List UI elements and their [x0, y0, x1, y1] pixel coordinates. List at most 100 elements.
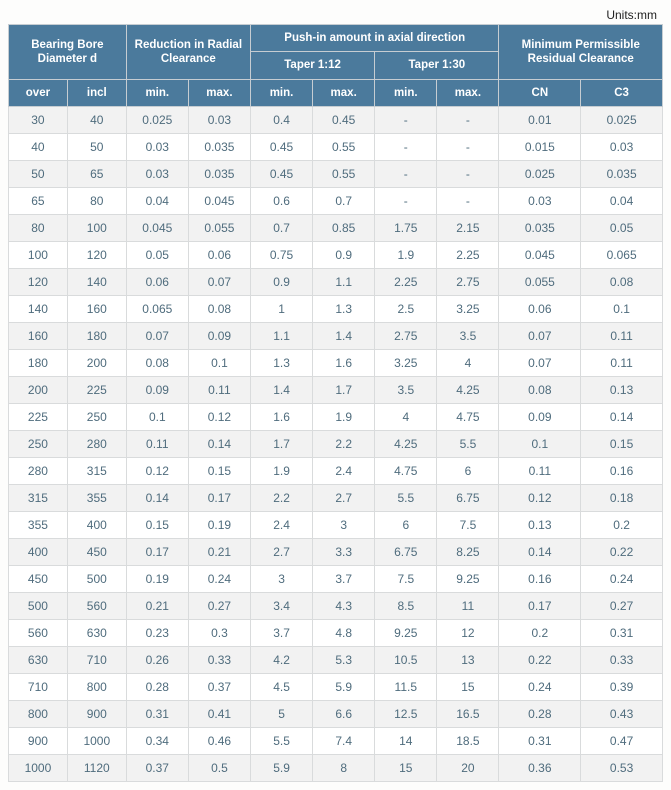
cell-c3: 0.33: [581, 647, 663, 674]
cell-c3: 0.22: [581, 539, 663, 566]
cell-t30_max: -: [437, 161, 499, 188]
cell-cn: 0.22: [499, 647, 581, 674]
table-row: 100011200.370.55.9815200.360.53: [9, 755, 663, 782]
cell-over: 120: [9, 269, 68, 296]
cell-t12_min: 4.2: [250, 647, 312, 674]
cell-red_max: 0.11: [188, 377, 250, 404]
cell-c3: 0.11: [581, 350, 663, 377]
cell-c3: 0.065: [581, 242, 663, 269]
clearance-table: Bearing Bore Diameter d Reduction in Rad…: [8, 24, 663, 782]
cell-incl: 355: [67, 485, 126, 512]
cell-c3: 0.31: [581, 620, 663, 647]
cell-t30_max: 16.5: [437, 701, 499, 728]
cell-t12_max: 1.3: [313, 296, 375, 323]
cell-red_min: 0.26: [126, 647, 188, 674]
cell-t30_max: 15: [437, 674, 499, 701]
cell-c3: 0.1: [581, 296, 663, 323]
cell-t12_max: 6.6: [313, 701, 375, 728]
cell-incl: 400: [67, 512, 126, 539]
cell-red_min: 0.08: [126, 350, 188, 377]
cell-red_min: 0.21: [126, 593, 188, 620]
cell-incl: 1120: [67, 755, 126, 782]
table-row: 30400.0250.030.40.45--0.010.025: [9, 107, 663, 134]
cell-over: 800: [9, 701, 68, 728]
cell-incl: 225: [67, 377, 126, 404]
cell-t12_max: 0.55: [313, 161, 375, 188]
cell-t30_max: 2.25: [437, 242, 499, 269]
cell-t12_min: 5: [250, 701, 312, 728]
cell-t12_max: 2.4: [313, 458, 375, 485]
table-row: 1802000.080.11.31.63.2540.070.11: [9, 350, 663, 377]
table-row: 1601800.070.091.11.42.753.50.070.11: [9, 323, 663, 350]
cell-t30_min: 4.75: [375, 458, 437, 485]
cell-t12_min: 1: [250, 296, 312, 323]
cell-t12_min: 0.6: [250, 188, 312, 215]
cell-c3: 0.03: [581, 134, 663, 161]
cell-red_min: 0.19: [126, 566, 188, 593]
cell-cn: 0.035: [499, 215, 581, 242]
cell-t12_min: 4.5: [250, 674, 312, 701]
cell-incl: 250: [67, 404, 126, 431]
cell-red_max: 0.24: [188, 566, 250, 593]
table-row: 4505000.190.2433.77.59.250.160.24: [9, 566, 663, 593]
cell-over: 560: [9, 620, 68, 647]
cell-c3: 0.11: [581, 323, 663, 350]
cell-red_min: 0.03: [126, 134, 188, 161]
cell-t30_min: 9.25: [375, 620, 437, 647]
cell-red_max: 0.03: [188, 107, 250, 134]
cell-over: 30: [9, 107, 68, 134]
table-row: 801000.0450.0550.70.851.752.150.0350.05: [9, 215, 663, 242]
header-taper30-text: Taper 1:30: [409, 59, 466, 71]
cell-c3: 0.035: [581, 161, 663, 188]
cell-incl: 800: [67, 674, 126, 701]
header-taper30: Taper 1:30: [375, 52, 499, 79]
cell-over: 100: [9, 242, 68, 269]
cell-t30_max: 13: [437, 647, 499, 674]
cell-t12_max: 1.1: [313, 269, 375, 296]
cell-t30_min: 1.9: [375, 242, 437, 269]
cell-cn: 0.28: [499, 701, 581, 728]
header-minperm: Minimum Permissible Residual Clearance: [499, 25, 663, 80]
cell-over: 1000: [9, 755, 68, 782]
cell-t30_min: 1.75: [375, 215, 437, 242]
cell-incl: 500: [67, 566, 126, 593]
table-row: 2002250.090.111.41.73.54.250.080.13: [9, 377, 663, 404]
cell-red_max: 0.41: [188, 701, 250, 728]
cell-over: 225: [9, 404, 68, 431]
header-reduction: Reduction in Radial Clearance: [126, 25, 250, 80]
cell-cn: 0.07: [499, 323, 581, 350]
cell-cn: 0.01: [499, 107, 581, 134]
cell-red_min: 0.34: [126, 728, 188, 755]
units-label: Units:mm: [8, 8, 663, 22]
cell-t12_max: 0.85: [313, 215, 375, 242]
cell-t30_min: 7.5: [375, 566, 437, 593]
cell-incl: 80: [67, 188, 126, 215]
table-row: 6307100.260.334.25.310.5130.220.33: [9, 647, 663, 674]
cell-incl: 50: [67, 134, 126, 161]
cell-red_max: 0.21: [188, 539, 250, 566]
cell-over: 40: [9, 134, 68, 161]
cell-incl: 450: [67, 539, 126, 566]
header-taper12-text: Taper 1:12: [284, 59, 341, 71]
table-row: 90010000.340.465.57.41418.50.310.47: [9, 728, 663, 755]
cell-t30_min: -: [375, 134, 437, 161]
cell-t12_min: 1.1: [250, 323, 312, 350]
cell-c3: 0.53: [581, 755, 663, 782]
cell-c3: 0.24: [581, 566, 663, 593]
cell-t12_min: 0.9: [250, 269, 312, 296]
cell-t12_min: 1.4: [250, 377, 312, 404]
cell-red_min: 0.05: [126, 242, 188, 269]
cell-t30_min: 6.75: [375, 539, 437, 566]
cell-red_min: 0.04: [126, 188, 188, 215]
table-row: 65800.040.0450.60.7--0.030.04: [9, 188, 663, 215]
cell-t30_min: 4.25: [375, 431, 437, 458]
cell-t30_max: 20: [437, 755, 499, 782]
cell-t30_max: 12: [437, 620, 499, 647]
table-row: 1001200.050.060.750.91.92.250.0450.065: [9, 242, 663, 269]
header-t30-max: max.: [437, 79, 499, 106]
cell-t30_max: 4.25: [437, 377, 499, 404]
cell-t30_min: -: [375, 161, 437, 188]
cell-cn: 0.17: [499, 593, 581, 620]
cell-c3: 0.2: [581, 512, 663, 539]
cell-incl: 315: [67, 458, 126, 485]
